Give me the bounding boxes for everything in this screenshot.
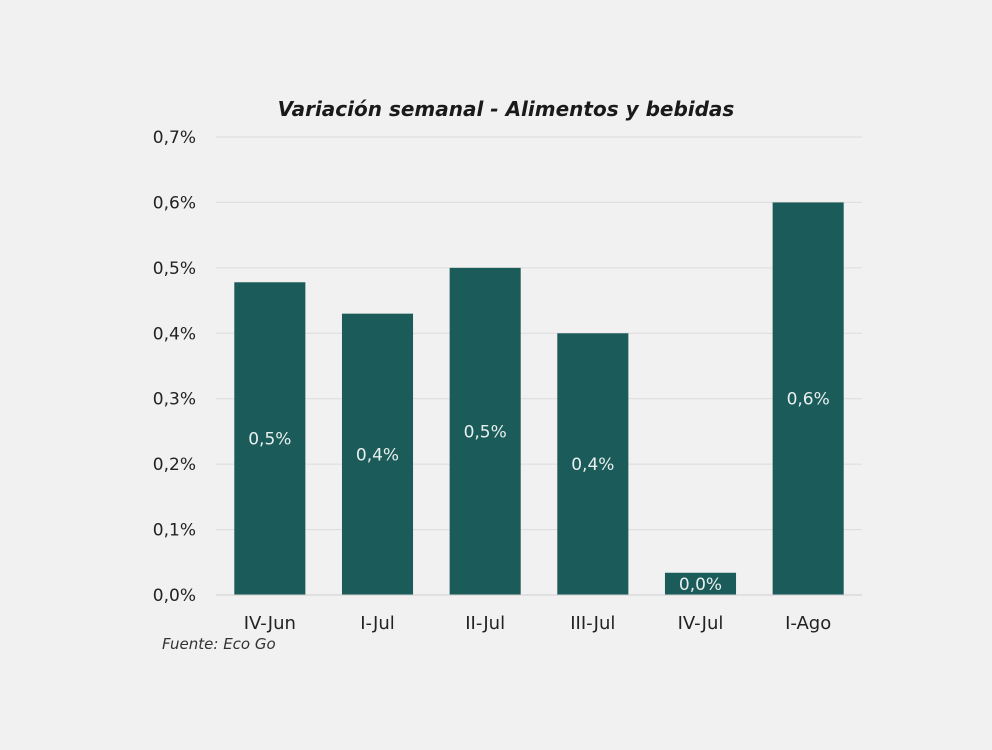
data-label: 0,5%	[464, 422, 507, 442]
gridlines	[216, 136, 862, 531]
y-axis-tick-labels: 0,0% 0,1% 0,2% 0,3% 0,4% 0,5% 0,6% 0,7%	[153, 128, 196, 606]
data-label: 0,5%	[248, 430, 291, 450]
x-tick-label: III-Jul	[570, 613, 615, 634]
y-tick-label: 0,1%	[153, 521, 196, 541]
y-tick-label: 0,2%	[153, 455, 196, 475]
y-tick-label: 0,5%	[153, 259, 196, 279]
bar-ii-jul	[449, 267, 521, 595]
bar-i-jul	[341, 313, 414, 595]
y-tick-label: 0,0%	[153, 586, 196, 606]
data-label: 0,4%	[356, 445, 399, 465]
y-tick-label: 0,6%	[153, 193, 196, 213]
data-label: 0,6%	[787, 390, 830, 410]
source-note: Fuente: Eco Go	[162, 635, 276, 653]
data-labels: 0,5% 0,4% 0,5% 0,4% 0,0% 0,6%	[248, 390, 830, 595]
data-label: 0,4%	[571, 455, 614, 475]
y-tick-label: 0,4%	[153, 324, 196, 344]
x-tick-label: IV-Jul	[678, 613, 724, 634]
bars	[234, 202, 844, 595]
x-tick-label: I-Jul	[360, 613, 395, 634]
bar-i-ago	[772, 202, 844, 595]
chart-title: Variación semanal - Alimentos y bebidas	[278, 97, 735, 121]
x-tick-label: I-Ago	[785, 613, 831, 634]
bar-iii-jul	[557, 333, 629, 595]
bar-iv-jul	[664, 572, 737, 595]
y-tick-label: 0,3%	[153, 390, 196, 410]
x-tick-label: IV-Jun	[244, 613, 296, 634]
x-axis-tick-labels: IV-Jun I-Jul II-Jul III-Jul IV-Jul I-Ago	[244, 613, 832, 634]
bar-iv-jun	[234, 282, 306, 595]
y-tick-label: 0,7%	[153, 128, 196, 148]
x-tick-label: II-Jul	[465, 613, 505, 634]
data-label: 0,0%	[679, 575, 722, 595]
